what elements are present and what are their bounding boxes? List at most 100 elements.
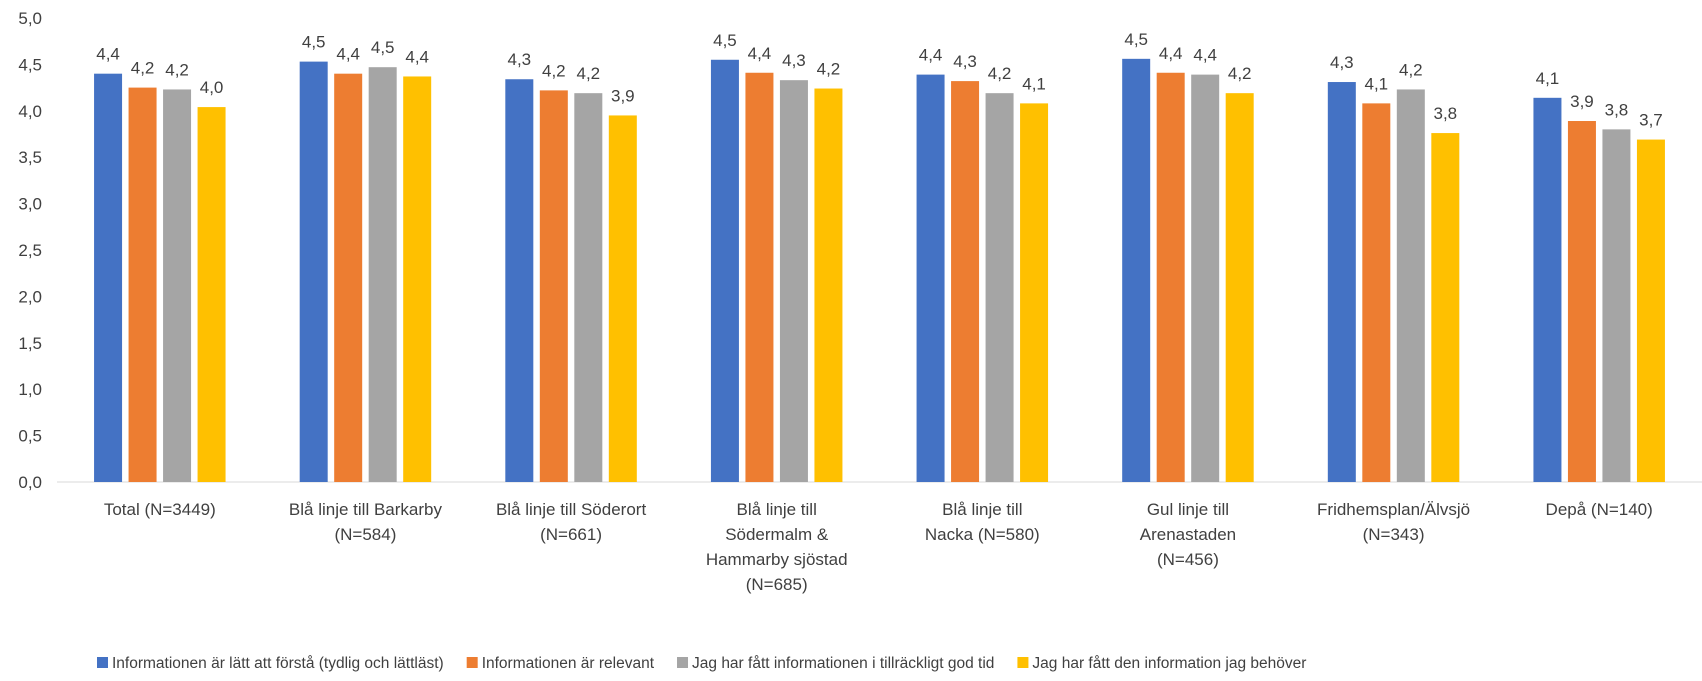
bar (403, 76, 432, 483)
bar (1602, 129, 1631, 483)
bar (368, 67, 397, 483)
bar (814, 88, 843, 482)
data-label: 3,7 (1639, 111, 1663, 130)
bar (985, 93, 1014, 482)
category-label: Total (N=3449) (104, 500, 216, 519)
bar (1191, 74, 1220, 482)
data-label: 4,2 (576, 64, 600, 83)
bar (1362, 103, 1391, 482)
category-label: Blå linje till Söderort (N=661) (496, 500, 647, 544)
data-label: 3,8 (1433, 104, 1457, 123)
category-label-line: Fridhemsplan/Älvsjö (1317, 500, 1470, 519)
category-label-line: Blå linje till Söderort (496, 500, 647, 519)
y-tick-label: 0,5 (18, 427, 42, 446)
bar (539, 90, 568, 482)
data-label: 4,3 (507, 50, 531, 69)
legend-swatch (677, 657, 689, 668)
bar (1225, 93, 1254, 482)
category-label-line: Blå linje till (737, 500, 817, 519)
bar (1636, 139, 1665, 482)
bar (1567, 121, 1596, 483)
category-label-line: (N=456) (1157, 550, 1219, 569)
bar (710, 59, 739, 482)
y-tick-label: 2,5 (18, 241, 42, 260)
legend-label: Jag har fått informationen i tillräcklig… (692, 655, 994, 672)
y-tick-label: 1,0 (18, 380, 42, 399)
bar (745, 72, 774, 482)
data-label: 4,4 (919, 46, 943, 65)
category-label-line: Arenastaden (1140, 525, 1236, 544)
category-label-line: Södermalm & (725, 525, 829, 544)
data-label: 4,5 (713, 31, 737, 50)
y-tick-label: 5,0 (18, 9, 42, 28)
category-label-line: (N=661) (540, 525, 602, 544)
legend-swatch (1017, 657, 1029, 668)
legend-label: Informationen är relevant (482, 655, 655, 672)
bar (1122, 58, 1151, 482)
data-label: 4,0 (200, 78, 224, 97)
data-label: 4,3 (782, 51, 806, 70)
data-label: 4,4 (405, 47, 429, 66)
bar (163, 89, 192, 483)
data-label: 4,4 (1193, 46, 1217, 65)
data-label: 3,9 (1570, 92, 1594, 111)
data-label: 4,2 (131, 59, 155, 78)
data-label: 4,3 (1330, 53, 1354, 72)
data-label: 4,2 (817, 60, 841, 79)
category-label-line: Nacka (N=580) (925, 525, 1040, 544)
category-label-line: Blå linje till (942, 500, 1022, 519)
data-label: 4,4 (1159, 44, 1183, 63)
data-label: 4,2 (165, 60, 189, 79)
category-label: Fridhemsplan/Älvsjö (N=343) (1317, 500, 1470, 544)
category-label-line: (N=685) (746, 575, 808, 594)
data-label: 4,4 (336, 45, 360, 64)
data-label: 4,2 (1228, 64, 1252, 83)
y-tick-label: 4,0 (18, 102, 42, 121)
bar (1431, 133, 1460, 482)
bar (1396, 89, 1425, 483)
category-label: Blå linje till Södermalm & Hammarby sjösta… (706, 500, 848, 594)
data-label: 3,9 (611, 86, 635, 105)
category-label-line: Blå linje till Barkarby (289, 500, 443, 519)
y-tick-label: 2,0 (18, 287, 42, 306)
bar (334, 73, 363, 483)
legend-label: Informationen är lätt att förstå (tydlig… (112, 655, 444, 672)
data-label: 4,4 (748, 44, 772, 63)
bar (916, 74, 945, 482)
bar (505, 79, 534, 483)
legend-swatch (466, 657, 478, 668)
bar (1327, 82, 1356, 483)
bar (197, 107, 226, 482)
legend-swatch (97, 657, 108, 668)
category-label: Blå linje till Barkarby (N=584) (289, 500, 443, 544)
bar (1156, 72, 1185, 482)
data-label: 4,3 (953, 52, 977, 71)
data-label: 4,5 (1124, 30, 1148, 49)
bar (299, 61, 328, 483)
y-tick-label: 3,5 (18, 148, 42, 167)
bar (574, 93, 603, 482)
legend-label: Jag har fått den information jag behöver (1032, 655, 1306, 672)
bar (779, 80, 808, 483)
data-label: 4,4 (96, 45, 120, 64)
category-label-line: Total (N=3449) (104, 500, 216, 519)
category-label: Gul linje till Arenastaden (N=456) (1140, 500, 1236, 569)
data-label: 4,1 (1536, 69, 1560, 88)
data-label: 4,2 (988, 64, 1012, 83)
bar (94, 73, 123, 483)
category-label-line: Gul linje till (1147, 500, 1229, 519)
data-label: 4,1 (1364, 74, 1388, 93)
y-tick-label: 4,5 (18, 55, 42, 74)
category-label-line: Hammarby sjöstad (706, 550, 848, 569)
category-label: Blå linje till Nacka (N=580) (925, 500, 1040, 544)
data-label: 3,8 (1605, 100, 1629, 119)
data-label: 4,2 (1399, 60, 1423, 79)
data-label: 4,5 (302, 33, 326, 52)
data-label: 4,5 (371, 38, 395, 57)
category-label-line: (N=343) (1363, 525, 1425, 544)
y-tick-label: 3,0 (18, 195, 42, 214)
data-label: 4,2 (542, 61, 566, 80)
bar (608, 115, 637, 482)
